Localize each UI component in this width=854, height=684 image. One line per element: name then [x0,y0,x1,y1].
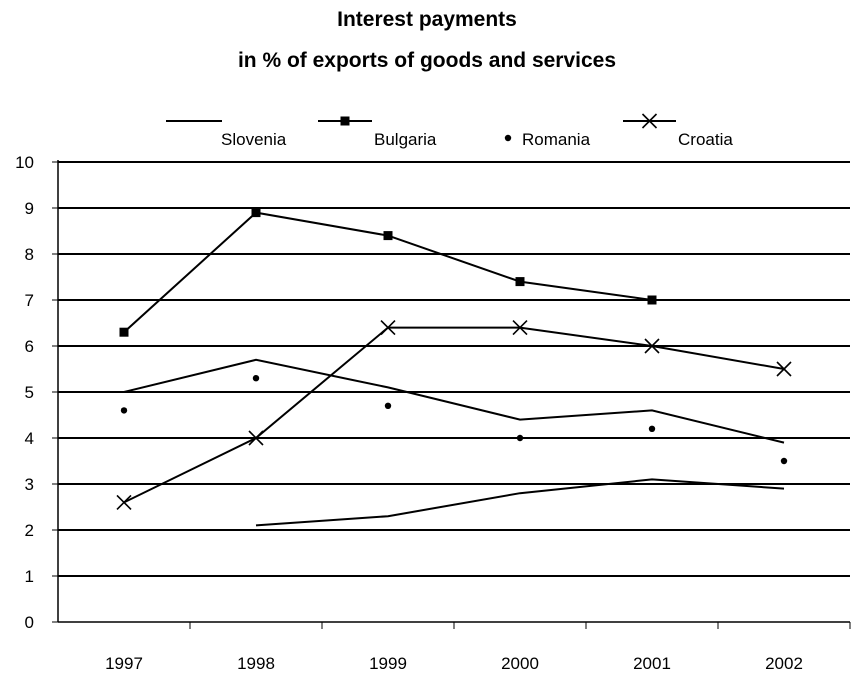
romania-point-1998 [252,375,260,382]
legend-item-bulgaria: Bulgaria [318,116,437,149]
croatia-point-1998 [248,430,264,446]
croatia-point-2002-stroke-b [776,361,792,377]
croatia-point-1997 [116,494,132,510]
legend-label-croatia: Croatia [678,130,733,149]
bulgaria-line [123,211,653,333]
series-series-4 [123,358,785,444]
legend-marker-bulgaria [340,116,350,126]
y-tick-label-2: 2 [25,521,34,540]
series-croatia [116,320,792,510]
gridlines [58,161,850,577]
legend-marker-romania [504,134,512,142]
croatia-point-2001 [644,338,660,354]
romania-point-1999 [384,402,392,409]
x-tick-label-2000: 2000 [501,654,539,673]
y-tick-label-1: 1 [25,567,34,586]
y-tick-label-7: 7 [25,291,34,310]
bulgaria-point-2000 [515,277,525,287]
chart-title-line-2: in % of exports of goods and services [238,49,616,72]
y-tick-label-6: 6 [25,337,34,356]
legend-item-croatia: Croatia [623,113,733,149]
x-tick-label-1997: 1997 [105,654,143,673]
series-4-line [123,358,785,444]
croatia-point-2002 [776,361,792,377]
bulgaria-point-1998 [251,208,261,218]
legend: Slovenia Bulgaria Romania Croatia [166,113,733,149]
croatia-point-2001-stroke-b [644,338,660,354]
croatia-point-2000 [512,320,528,336]
x-tick-label-1999: 1999 [369,654,407,673]
bulgaria-point-1997 [119,327,129,337]
romania-point-1997 [120,407,128,414]
croatia-line [123,326,785,504]
croatia-point-1997-stroke-b [116,494,132,510]
croatia-point-1999 [380,320,396,336]
y-tick-label-9: 9 [25,199,34,218]
bulgaria-point-1999 [383,231,393,241]
romania-point-2001 [648,425,656,432]
romania-point-2000 [516,434,524,442]
legend-item-romania: Romania [504,130,591,149]
croatia-point-1998-stroke-b [248,430,264,446]
series-slovenia [255,478,785,527]
y-tick-label-0: 0 [25,613,34,632]
chart-title-line-1: Interest payments [337,8,517,31]
slovenia-line [255,478,785,527]
x-tick-label-2002: 2002 [765,654,803,673]
croatia-point-1999-stroke-b [380,320,396,336]
y-tick-label-8: 8 [25,245,34,264]
legend-marker-croatia-stroke-b [641,113,658,129]
legend-label-romania: Romania [522,130,591,149]
legend-label-slovenia: Slovenia [221,130,287,149]
legend-label-bulgaria: Bulgaria [374,130,437,149]
legend-marker-croatia [641,113,658,129]
y-tick-label-5: 5 [25,383,34,402]
series-layer [116,208,792,527]
y-tick-label-4: 4 [25,429,34,448]
croatia-point-2000-stroke-b [512,320,528,336]
series-romania [120,375,788,465]
axes: 0 1 2 3 4 5 6 7 8 9 10 1997 1998 1999 2000 2001 2002 [15,153,851,673]
bulgaria-point-2001 [647,295,657,305]
legend-item-slovenia: Slovenia [166,120,287,149]
y-tick-label-10: 10 [15,153,34,172]
series-bulgaria [119,208,657,337]
x-tick-label-2001: 2001 [633,654,671,673]
romania-point-2002 [780,457,788,465]
y-tick-label-3: 3 [25,475,34,494]
x-tick-label-1998: 1998 [237,654,275,673]
